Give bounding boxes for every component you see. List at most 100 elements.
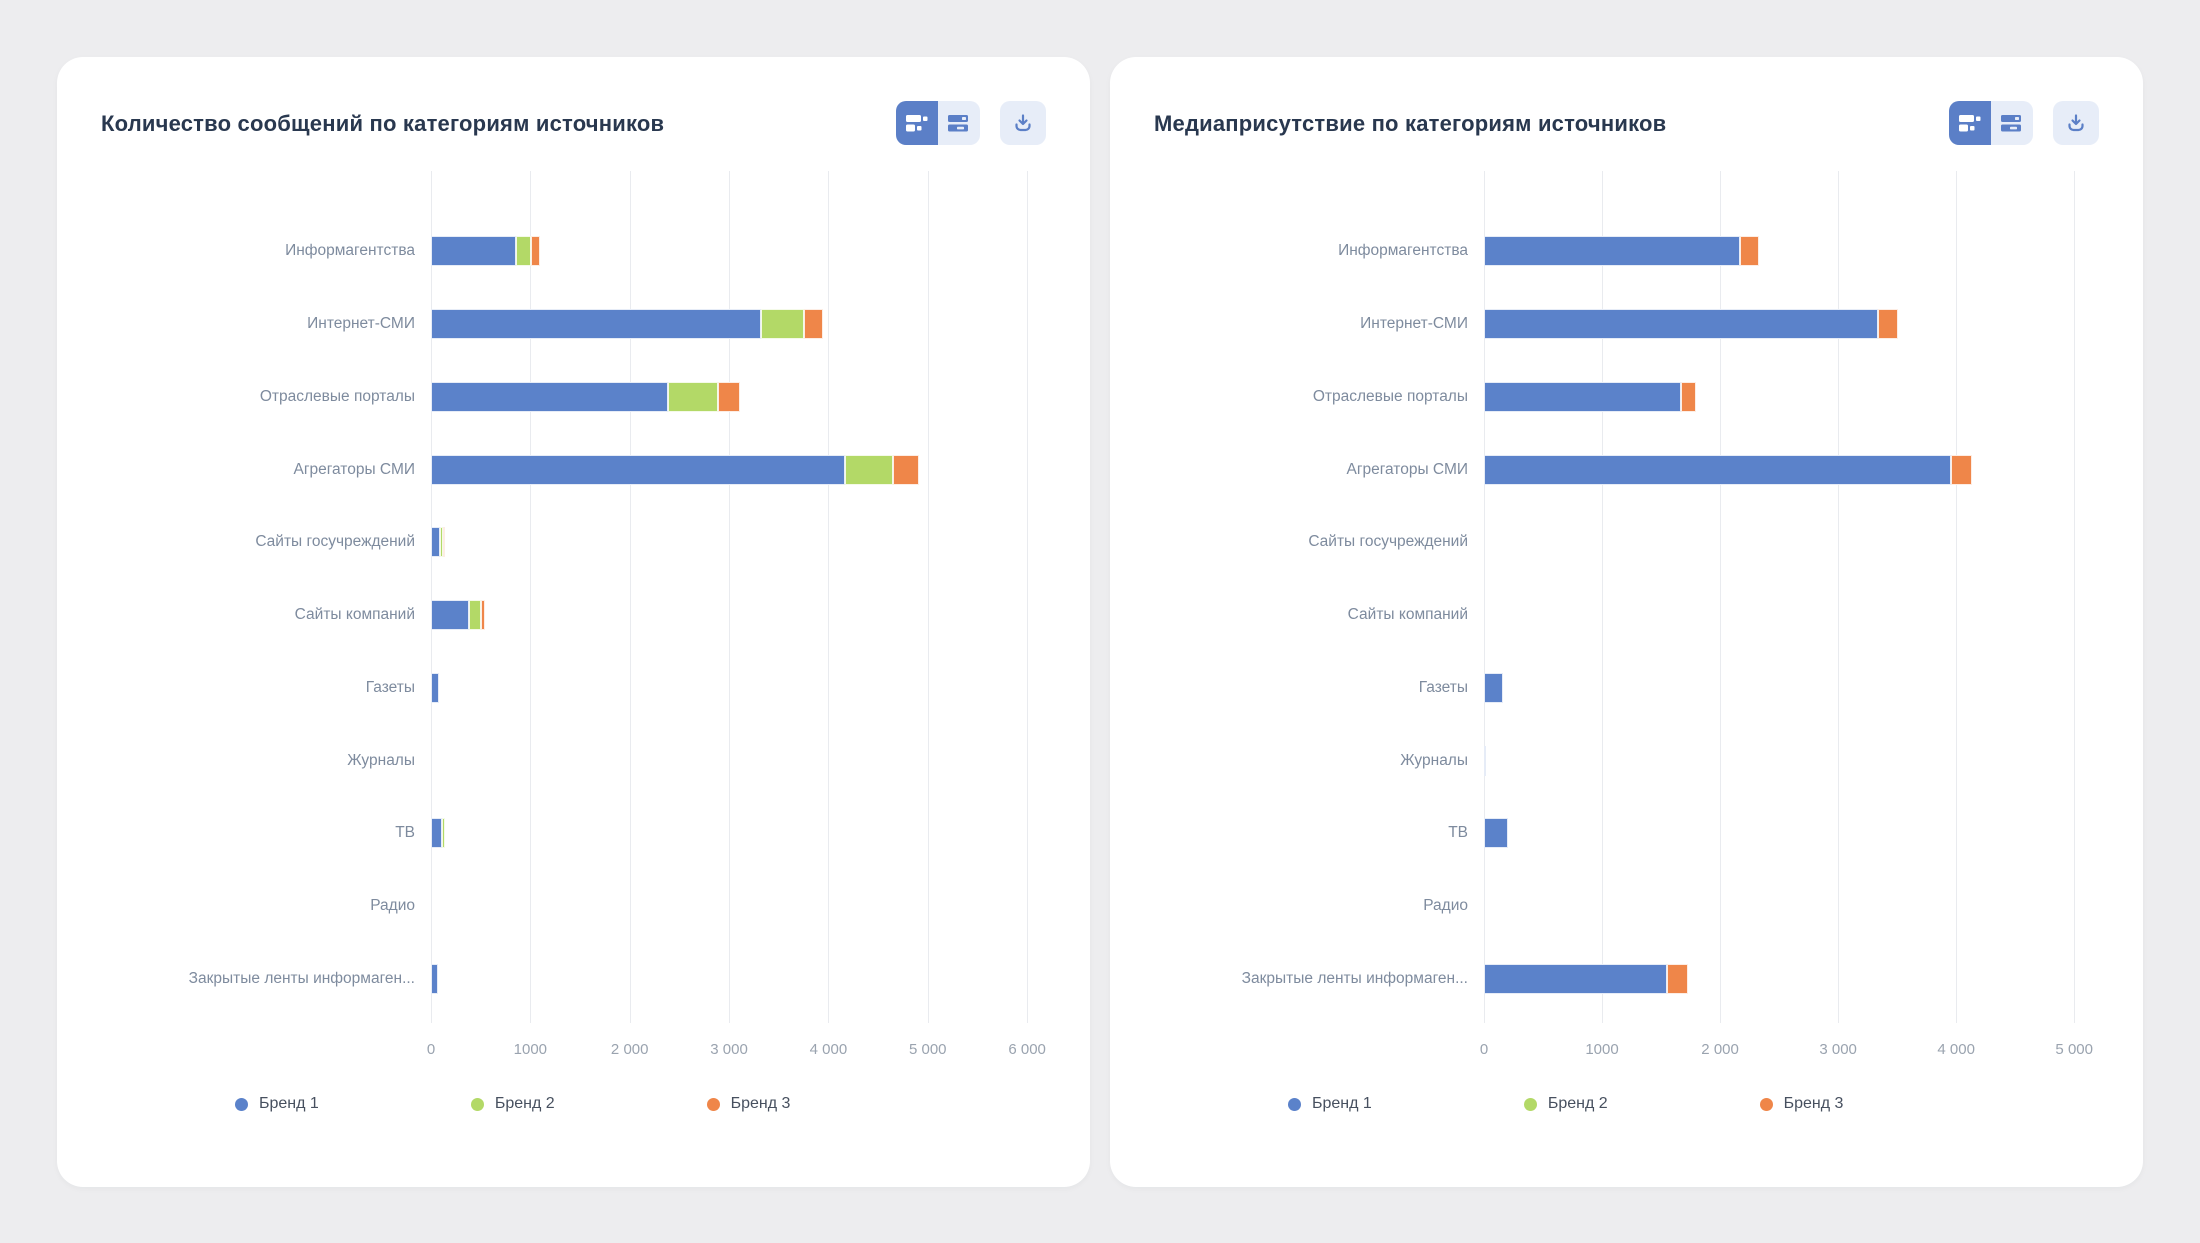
- bar-stack: [431, 600, 485, 631]
- bar-row: Газеты: [1154, 651, 2099, 724]
- chart-legend: Бренд 1 Бренд 2 Бренд 3: [101, 1083, 1046, 1125]
- bar-segment-бренд-3[interactable]: [442, 527, 446, 558]
- bar-segment-бренд-2[interactable]: [439, 527, 443, 558]
- gridline: [2074, 171, 2076, 1023]
- bar-segment-бренд-2[interactable]: [668, 381, 719, 412]
- bar-segment-бренд-2[interactable]: [760, 309, 804, 340]
- bar-segment-бренд-1[interactable]: [1484, 672, 1503, 703]
- bar-segment-бренд-1[interactable]: [431, 309, 761, 340]
- x-axis-label: 4 000: [809, 1041, 848, 1058]
- bar-segment-бренд-1[interactable]: [431, 600, 469, 631]
- bar-segment-бренд-1[interactable]: [1484, 818, 1508, 849]
- legend-dot: [235, 1097, 248, 1111]
- bar-segment-бренд-1[interactable]: [431, 963, 439, 994]
- gridline: [729, 171, 731, 1023]
- stacked-bar-view-button[interactable]: [896, 101, 938, 145]
- bar-stack: [1484, 963, 1688, 994]
- bar-segment-бренд-1[interactable]: [1484, 236, 1741, 267]
- legend-dot: [1759, 1097, 1773, 1111]
- bar-segment-бренд-1[interactable]: [431, 236, 517, 267]
- bar-segment-бренд-1[interactable]: [431, 818, 442, 849]
- bar-stack: [1484, 454, 1973, 485]
- x-axis-label: 0: [426, 1041, 436, 1058]
- legend-item[interactable]: Бренд 1: [235, 1095, 319, 1113]
- plot-area: Информагентства Интернет-СМИ Отраслевые по…: [101, 171, 1046, 1071]
- bar-row: Информагентства: [101, 215, 1046, 288]
- bar-track: [431, 818, 1046, 849]
- legend-item[interactable]: Бренд 2: [1523, 1095, 1608, 1113]
- legend-item[interactable]: Бренд 3: [706, 1095, 791, 1113]
- legend-label: Бренд 3: [730, 1095, 791, 1112]
- bar-row: Интернет-СМИ: [101, 288, 1046, 361]
- bar-segment-бренд-1[interactable]: [431, 527, 440, 558]
- bar-segment-бренд-3[interactable]: [1878, 309, 1898, 340]
- legend-label: Бренд 1: [259, 1095, 319, 1112]
- bar-segment-бренд-2[interactable]: [845, 454, 893, 485]
- download-button[interactable]: [2053, 101, 2099, 145]
- chart-toolbar: [1949, 97, 2099, 145]
- legend-item[interactable]: Бренд 3: [1759, 1095, 1844, 1113]
- chart-card-media-presence: Медиаприсутствие по категориям источнико…: [1110, 57, 2143, 1187]
- bar-segment-бренд-3[interactable]: [1740, 236, 1760, 267]
- bar-segment-бренд-1[interactable]: [1484, 745, 1486, 776]
- bar-segment-бренд-2[interactable]: [441, 818, 445, 849]
- category-label: Закрытые ленты информаген...: [188, 969, 415, 987]
- bar-segment-бренд-1[interactable]: [1484, 381, 1681, 412]
- legend-label: Бренд 3: [1783, 1095, 1844, 1112]
- bar-segment-бренд-1[interactable]: [1484, 309, 1879, 340]
- bar-segment-бренд-2[interactable]: [468, 600, 481, 631]
- bar-segment-бренд-1[interactable]: [431, 381, 669, 412]
- download-icon: [1015, 114, 1031, 132]
- grouped-bar-view-button[interactable]: [1991, 101, 2033, 145]
- bar-track: [431, 891, 1046, 921]
- bar-segment-бренд-1[interactable]: [431, 454, 846, 485]
- bar-stack: [1484, 309, 1898, 340]
- bar-segment-бренд-3[interactable]: [1666, 963, 1688, 994]
- bar-track: [431, 309, 1046, 340]
- bar-track: [431, 236, 1046, 267]
- bar-segment-бренд-3[interactable]: [1680, 381, 1697, 412]
- card-header: Медиаприсутствие по категориям источнико…: [1154, 97, 2099, 161]
- category-label: Отраслевые порталы: [1312, 387, 1468, 405]
- category-label: Журналы: [1400, 751, 1468, 769]
- bar-segment-бренд-3[interactable]: [718, 381, 740, 412]
- bar-track: [431, 454, 1046, 485]
- bar-segment-бренд-3[interactable]: [1950, 454, 1973, 485]
- chart-toolbar: [896, 97, 1046, 145]
- bar-segment-бренд-2[interactable]: [516, 236, 532, 267]
- gridline: [431, 171, 432, 1023]
- bar-segment-бренд-1[interactable]: [1484, 963, 1667, 994]
- bar-segment-бренд-1[interactable]: [431, 672, 439, 703]
- bar-track: [431, 381, 1046, 412]
- legend-item[interactable]: Бренд 1: [1288, 1095, 1372, 1113]
- legend-label: Бренд 2: [1547, 1095, 1608, 1112]
- bar-segment-бренд-3[interactable]: [480, 600, 485, 631]
- category-label: Интернет-СМИ: [307, 315, 415, 333]
- bar-segment-бренд-3[interactable]: [531, 236, 541, 267]
- legend-item[interactable]: Бренд 2: [470, 1095, 555, 1113]
- gridline: [1602, 171, 1604, 1023]
- category-label: Сайты госучреждений: [255, 533, 415, 551]
- bar-track: [1484, 454, 2099, 485]
- x-axis-label: 0: [1479, 1041, 1489, 1058]
- category-label: Радио: [1423, 896, 1468, 914]
- category-label: Журналы: [347, 751, 415, 769]
- gridline: [629, 171, 631, 1023]
- category-label: Сайты компаний: [294, 606, 415, 624]
- bar-stack: [431, 454, 919, 485]
- bar-row: Радио: [101, 870, 1046, 943]
- bar-segment-бренд-3[interactable]: [803, 309, 824, 340]
- x-axis-label: 2 000: [610, 1041, 649, 1058]
- stacked-bar-view-button[interactable]: [1949, 101, 1991, 145]
- x-axis: 0 1000 2 000 3 000 4 000 5 000: [1480, 1027, 2099, 1071]
- x-axis-label: 4 000: [1937, 1041, 1975, 1058]
- gridline: [1720, 171, 1722, 1023]
- view-toggle: [1949, 101, 2033, 145]
- bar-segment-бренд-1[interactable]: [1484, 454, 1951, 485]
- download-icon: [2068, 114, 2084, 132]
- download-button[interactable]: [1000, 101, 1046, 145]
- bar-track: [1484, 309, 2099, 340]
- bar-segment-бренд-3[interactable]: [892, 454, 919, 485]
- bar-track: [1484, 600, 2099, 630]
- grouped-bar-view-button[interactable]: [938, 101, 980, 145]
